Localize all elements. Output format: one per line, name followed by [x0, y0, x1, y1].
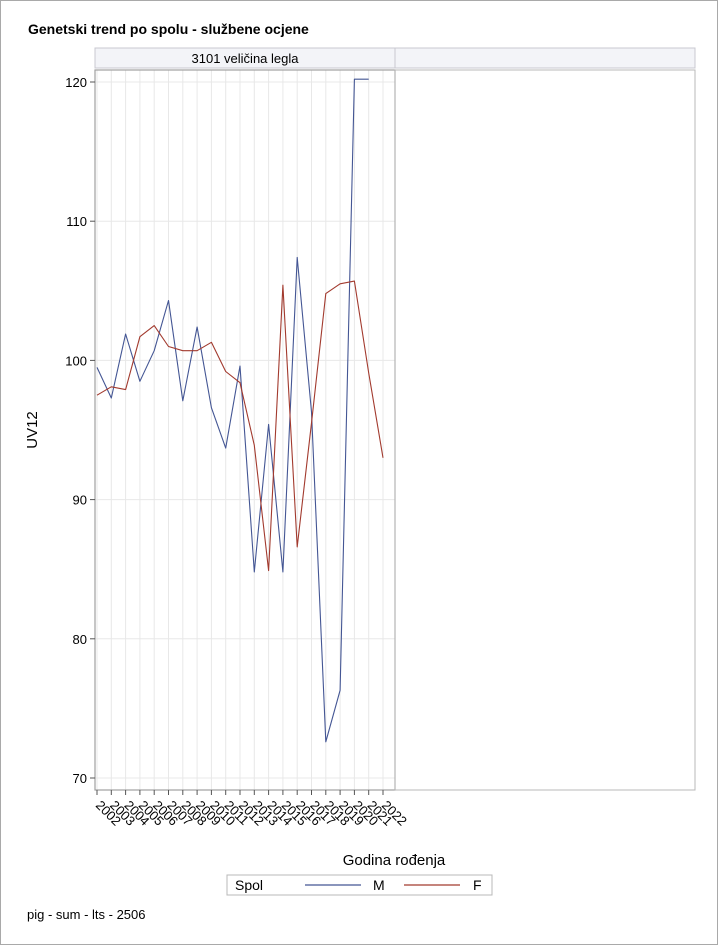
panel-frame-right	[394, 69, 696, 791]
y-tick-label: 120	[65, 75, 87, 90]
y-tick-label: 100	[65, 353, 87, 368]
footnote: pig - sum - lts - 2506	[27, 907, 146, 922]
y-tick-label: 80	[73, 632, 87, 647]
panel-header-right	[394, 47, 696, 69]
chart-title: Genetski trend po spolu - službene ocjen…	[28, 21, 309, 37]
series-line-f	[96, 280, 384, 572]
legend-title: Spol	[235, 877, 263, 893]
x-axis-label: Godina rođenja	[343, 852, 446, 869]
legend-label-m: M	[373, 877, 385, 893]
y-tick-label: 110	[66, 214, 87, 229]
y-axis-label: UV12	[24, 411, 41, 449]
y-tick-label: 90	[73, 493, 87, 508]
y-tick-label: 70	[73, 771, 87, 786]
series-line-m	[96, 78, 369, 743]
panel-label-left: 3101 veličina legla	[192, 51, 300, 66]
legend-label-f: F	[473, 877, 482, 893]
